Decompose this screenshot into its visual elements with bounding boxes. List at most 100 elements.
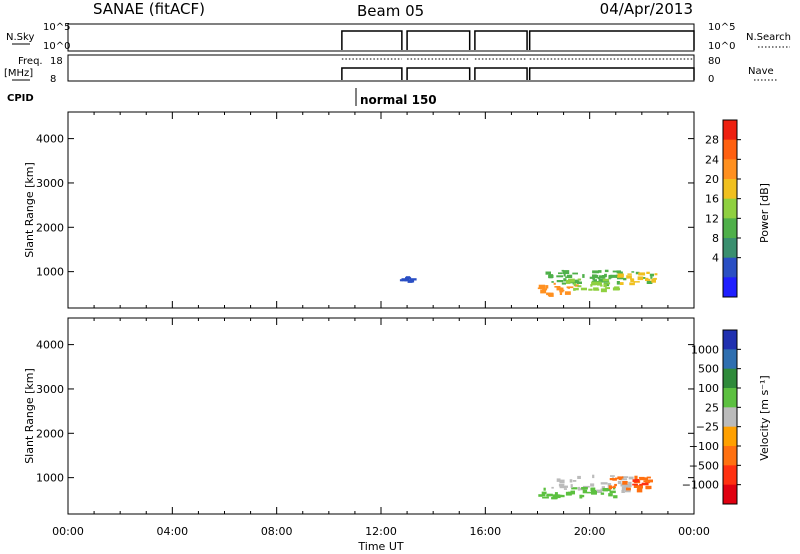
velocity-echo-cell xyxy=(572,480,577,482)
power-echo-cell xyxy=(626,275,632,279)
power-echo-cell xyxy=(591,281,598,286)
power-echo-cell xyxy=(551,281,554,283)
velocity-echo-cell xyxy=(570,490,575,495)
power-echo-cell xyxy=(610,274,617,278)
velocity-echo-cell xyxy=(577,475,581,479)
power-echo-cell xyxy=(590,284,593,287)
power-echo-cell xyxy=(545,271,551,275)
velocity-colorbar-swatch xyxy=(723,368,737,389)
velocity-colorbar: 1000 500 100 25 −25 −100 −500 −1000 xyxy=(682,329,741,505)
time-xlabel: Time UT xyxy=(357,540,403,553)
power-echo-cell xyxy=(561,269,564,272)
power-echo-cell xyxy=(399,279,404,282)
velocity-colorbar-swatch xyxy=(723,407,737,428)
velocity-echo-cell xyxy=(558,483,565,487)
power-echo-cell xyxy=(563,273,566,277)
velocity-echo-cell xyxy=(622,481,628,485)
velocity-echo-cell xyxy=(608,493,613,497)
power-echo-cell xyxy=(538,284,546,289)
velocity-echo-cell xyxy=(628,476,634,480)
power-colorbar-label: Power [dB] xyxy=(758,183,771,243)
velocity-colorbar-tick: 100 xyxy=(698,382,719,395)
velocity-echo-cell xyxy=(579,494,583,499)
power-echo-cell xyxy=(562,270,570,274)
power-echo-cell xyxy=(646,280,653,284)
velocity-colorbar-swatch xyxy=(723,426,737,447)
velocity-echo-cell xyxy=(541,493,546,497)
power-colorbar-tick: 20 xyxy=(705,173,719,186)
power-echo-cell xyxy=(596,274,599,279)
power-echo-cell xyxy=(563,278,567,282)
velocity-echo-cell xyxy=(602,488,608,492)
power-colorbar-tick: 8 xyxy=(712,232,719,245)
power-echo-cell xyxy=(548,274,553,279)
power-echo-cell xyxy=(567,287,570,289)
velocity-echo-cell xyxy=(592,474,595,479)
velocity-echo-cell xyxy=(643,480,647,483)
power-echo-cell xyxy=(410,278,417,281)
time-xtick-label: 12:00 xyxy=(365,525,397,538)
velocity-colorbar-tick: −100 xyxy=(689,440,719,453)
velocity-colorbar-swatch xyxy=(723,330,737,350)
velocity-echo-cell xyxy=(621,486,629,491)
freq-left-tick-top: 18 xyxy=(50,56,63,67)
velocity-echo-cell xyxy=(571,487,578,490)
power-echo-cell xyxy=(568,278,575,283)
velocity-colorbar-tick: 25 xyxy=(705,401,719,414)
velocity-ylabel: Slant Range [km] xyxy=(23,368,36,464)
power-echo-cell xyxy=(582,274,585,278)
velocity-ytick-label: 3000 xyxy=(36,383,64,396)
velocity-echo-cell xyxy=(641,482,649,486)
station-title: SANAE (fitACF) xyxy=(93,0,205,18)
velocity-echo-cell xyxy=(609,478,614,481)
power-panel: 1000 2000 3000 4000 Slant Range [km] xyxy=(23,111,695,309)
velocity-echo-cell xyxy=(626,487,631,491)
power-echo-cell xyxy=(603,283,607,288)
power-colorbar-swatch xyxy=(723,257,737,278)
power-echo-cell xyxy=(592,270,599,274)
velocity-echo-cell xyxy=(600,482,608,485)
power-echo-cell xyxy=(602,278,609,282)
velocity-colorbar-tick: 500 xyxy=(698,363,719,376)
power-echo-cell xyxy=(649,273,654,277)
velocity-echo-cell xyxy=(621,489,625,493)
velocity-echo-cell xyxy=(625,484,632,488)
power-echo-region xyxy=(617,271,658,286)
power-echo-cell xyxy=(607,282,611,285)
power-echo-cell xyxy=(627,273,632,275)
velocity-echo-cell xyxy=(567,491,573,495)
power-echo-cell xyxy=(612,287,620,291)
velocity-echo-cell xyxy=(607,483,612,487)
velocity-echo-cell xyxy=(613,487,616,490)
freq-left-tick-bottom: 8 xyxy=(50,74,56,85)
power-echo-cell xyxy=(540,289,547,294)
noise-panel: N.Sky 10^5 10^0 10^5 10^0 N.Search xyxy=(6,22,791,52)
velocity-echo-region xyxy=(538,487,578,500)
cpid-label: CPID xyxy=(7,93,34,104)
velocity-echo-cell xyxy=(602,488,606,491)
velocity-echo-cell xyxy=(614,483,617,487)
power-colorbar-tick: 28 xyxy=(705,134,719,147)
power-echo-cell xyxy=(604,273,607,278)
velocity-echo-cell xyxy=(639,477,646,481)
power-colorbar-swatch xyxy=(723,179,737,200)
power-echo-cell xyxy=(558,272,563,275)
power-echo-cell xyxy=(638,272,646,276)
velocity-echo-cell xyxy=(601,486,605,490)
velocity-echo-cell xyxy=(608,485,613,490)
velocity-echo-region xyxy=(579,487,618,499)
noise-segment xyxy=(406,30,471,50)
velocity-colorbar-swatch xyxy=(723,446,737,466)
power-echo-cell xyxy=(597,281,602,286)
velocity-echo-cell xyxy=(582,489,588,494)
power-echo-cell xyxy=(580,287,587,291)
velocity-echo-cell xyxy=(620,483,625,487)
velocity-echo-cell xyxy=(556,478,561,482)
power-echo-cell xyxy=(556,275,564,278)
velocity-colorbar-swatch xyxy=(723,388,737,408)
power-echo-cell xyxy=(402,278,406,282)
cpid-value: normal 150 xyxy=(360,93,437,107)
velocity-echo-cell xyxy=(647,479,653,483)
velocity-echo-cell xyxy=(570,484,573,488)
